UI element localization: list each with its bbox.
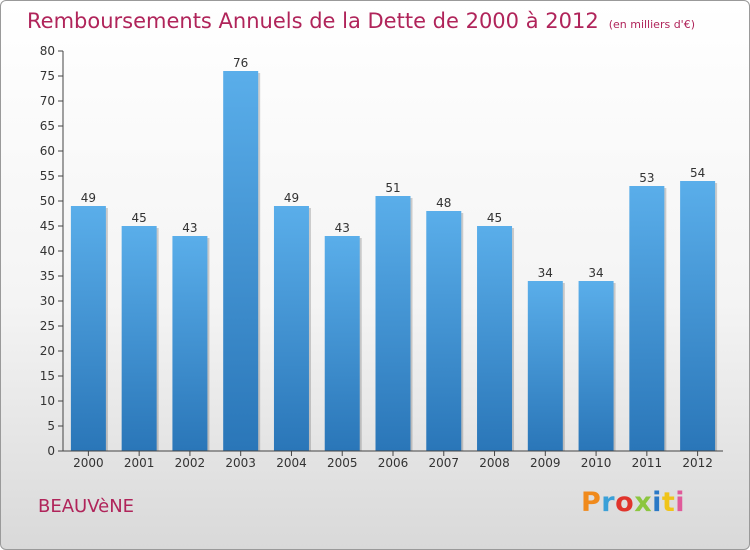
logo-letter: P: [581, 487, 602, 518]
bar-2008: [477, 226, 513, 451]
y-tick-label: 15: [40, 369, 55, 383]
data-label: 48: [436, 196, 451, 210]
y-tick-label: 25: [40, 319, 55, 333]
x-tick-label: 2010: [581, 456, 612, 470]
y-tick-label: 10: [40, 394, 55, 408]
x-tick-label: 2000: [73, 456, 104, 470]
data-label: 45: [132, 211, 147, 225]
bar-2002: [172, 236, 208, 451]
y-tick-label: 75: [40, 69, 55, 83]
logo-letter: x: [634, 487, 653, 518]
data-label: 43: [182, 221, 197, 235]
y-tick-label: 55: [40, 169, 55, 183]
bar-2001: [121, 226, 157, 451]
y-tick-label: 80: [40, 44, 55, 58]
title-text: Remboursements Annuels de la Dette de 20…: [27, 9, 599, 33]
bar-2009: [527, 281, 563, 451]
data-label: 53: [639, 171, 654, 185]
bar-2006: [375, 196, 411, 451]
x-tick-label: 2002: [175, 456, 206, 470]
y-tick-label: 5: [47, 419, 55, 433]
y-tick-label: 50: [40, 194, 55, 208]
bar-2005: [324, 236, 360, 451]
bar-2003: [223, 71, 259, 451]
data-label: 51: [385, 181, 400, 195]
logo-letter: t: [661, 487, 676, 518]
x-tick-label: 2008: [479, 456, 510, 470]
y-tick-label: 0: [47, 444, 55, 458]
y-tick-label: 45: [40, 219, 55, 233]
proxiti-logo: Proxiti: [581, 487, 685, 518]
x-tick-label: 2006: [378, 456, 409, 470]
logo-letter: i: [675, 487, 686, 518]
y-tick-label: 65: [40, 119, 55, 133]
bar-2010: [578, 281, 614, 451]
x-tick-label: 2005: [327, 456, 358, 470]
chart-title: Remboursements Annuels de la Dette de 20…: [27, 9, 695, 33]
data-label: 49: [81, 191, 96, 205]
logo-letter: r: [601, 487, 616, 518]
logo-letter: i: [652, 487, 662, 518]
x-axis: 2000 2001 2002 2003 2004 2005 2006 2007 2008 2009…: [63, 450, 723, 470]
x-tick-label: 2009: [530, 456, 561, 470]
bars-group: 49 45 43 76 49 43 51 48 45 34 34 53 54: [70, 56, 718, 451]
data-label: 34: [588, 266, 603, 280]
y-tick-label: 20: [40, 344, 55, 358]
data-label: 45: [487, 211, 502, 225]
x-tick-label: 2007: [428, 456, 459, 470]
x-tick-label: 2004: [276, 456, 307, 470]
y-tick-label: 70: [40, 94, 55, 108]
data-label: 76: [233, 56, 248, 70]
y-tick-label: 35: [40, 269, 55, 283]
title-unit: (en milliers d'€): [608, 18, 695, 31]
data-label: 54: [690, 166, 705, 180]
x-tick-label: 2011: [632, 456, 663, 470]
logo-letter: o: [615, 487, 635, 518]
x-tick-label: 2003: [225, 456, 256, 470]
data-label: 34: [538, 266, 553, 280]
y-tick-label: 30: [40, 294, 55, 308]
bar-2007: [426, 211, 462, 451]
bar-2011: [629, 186, 665, 451]
y-axis: 0 5 10 15 20 25 30 35 40 45 50 55 60 65 70 75 80: [40, 44, 64, 458]
x-tick-label: 2012: [682, 456, 713, 470]
commune-name: BEAUVèNE: [38, 496, 135, 517]
bar-2012: [680, 181, 716, 451]
bar-2000: [70, 206, 106, 451]
bar-2004: [273, 206, 309, 451]
x-tick-label: 2001: [124, 456, 155, 470]
data-label: 43: [335, 221, 350, 235]
y-tick-label: 40: [40, 244, 55, 258]
y-tick-label: 60: [40, 144, 55, 158]
data-label: 49: [284, 191, 299, 205]
